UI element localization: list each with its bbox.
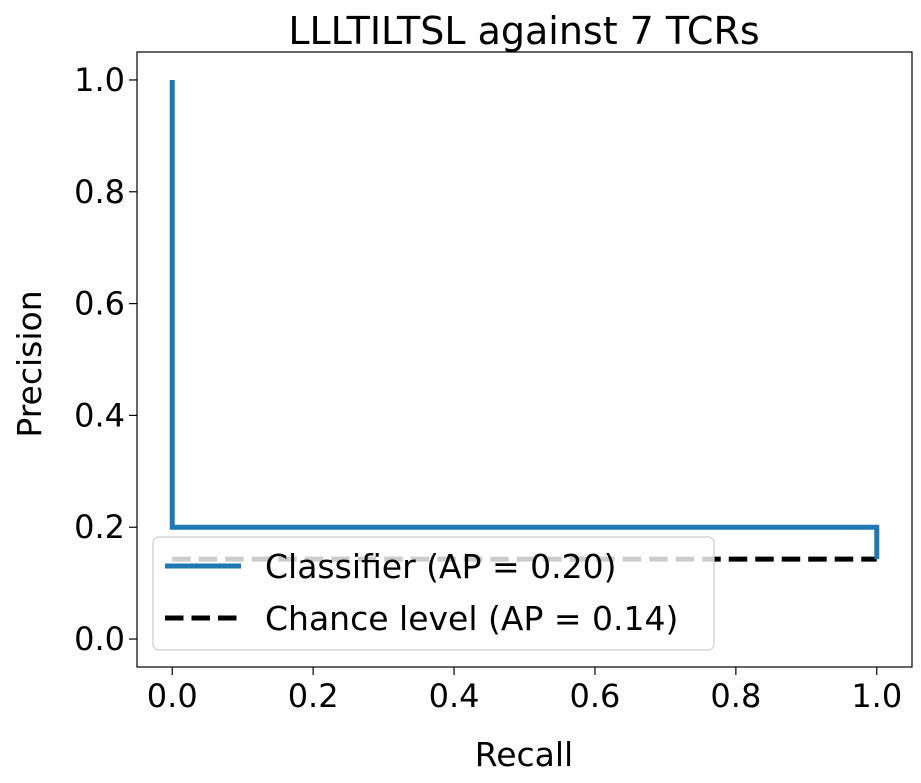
legend-label-classifier: Classifier (AP = 0.20)	[265, 547, 616, 586]
y-axis-ticks: 0.0 0.2 0.4 0.6 0.8 1.0	[74, 61, 137, 658]
y-tick-label: 0.0	[74, 620, 125, 658]
plot-area: Classifier (AP = 0.20) Chance level (AP …	[136, 51, 913, 668]
y-tick-label: 0.4	[74, 396, 125, 434]
chart-title: LLLTILTSL against 7 TCRs	[288, 9, 759, 53]
series-layer	[169, 79, 880, 562]
x-tick-label: 0.6	[570, 677, 621, 715]
x-tick-label: 0.0	[147, 677, 198, 715]
y-tick-label: 0.2	[74, 508, 125, 546]
y-tick-label: 1.0	[74, 61, 125, 99]
x-tick-label: 0.2	[288, 677, 339, 715]
legend: Classifier (AP = 0.20) Chance level (AP …	[152, 536, 715, 651]
y-axis-label: Precision	[10, 290, 49, 437]
legend-box	[152, 536, 715, 651]
plot-frame	[136, 51, 913, 668]
y-tick-label: 0.8	[74, 173, 125, 211]
x-tick-label: 0.4	[429, 677, 480, 715]
series-line-classifier	[169, 79, 880, 560]
x-tick-label: 0.8	[710, 677, 761, 715]
legend-label-chance-level: Chance level (AP = 0.14)	[265, 599, 678, 638]
x-tick-label: 1.0	[851, 677, 902, 715]
x-axis-label: Recall	[475, 735, 573, 774]
y-tick-label: 0.6	[74, 285, 125, 323]
x-axis-ticks: 0.0 0.2 0.4 0.6 0.8 1.0	[147, 667, 902, 715]
